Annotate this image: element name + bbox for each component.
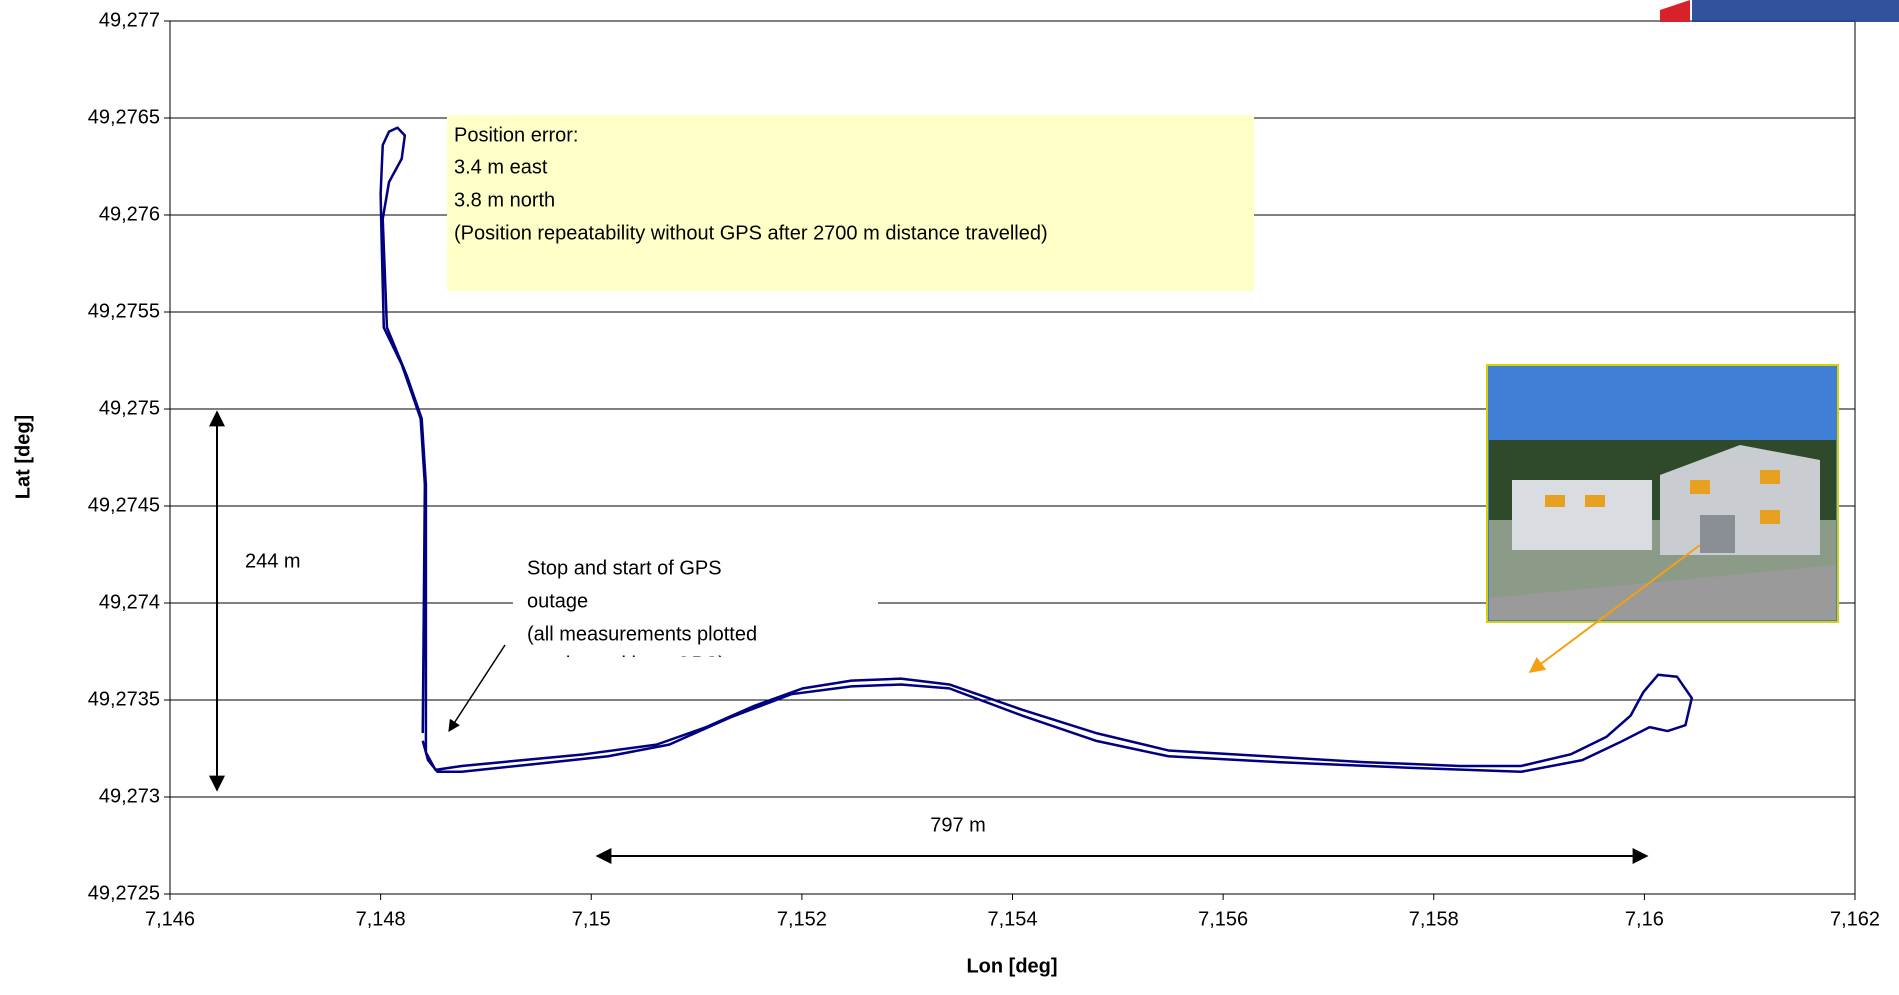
note-text: (all measurements plotted (527, 623, 757, 645)
x-tick-label: 7,15 (572, 908, 611, 930)
y-tick-label: 49,2725 (88, 882, 160, 904)
note-text: (Position repeatability without GPS afte… (454, 222, 1048, 244)
y-tick-label: 49,275 (99, 397, 160, 419)
y-tick-label: 49,274 (99, 591, 160, 613)
x-tick-label: 7,162 (1830, 908, 1880, 930)
y-axis-title: Lat [deg] (12, 415, 34, 499)
photo-arrow (1528, 544, 1701, 673)
y-tick-label: 49,277 (99, 9, 160, 31)
note-text: Stop and start of GPS (527, 557, 722, 579)
y-tick-label: 49,2755 (88, 300, 160, 322)
distance-label: 244 m (245, 550, 301, 572)
distance-label: 797 m (930, 814, 986, 836)
x-tick-label: 7,152 (777, 908, 827, 930)
note-text: overlays without GPS) (527, 653, 725, 675)
y-tick-label: 49,273 (99, 785, 160, 807)
y-tick-label: 49,2765 (88, 106, 160, 128)
x-tick-label: 7,16 (1625, 908, 1664, 930)
x-tick-label: 7,148 (356, 908, 406, 930)
note-arrow (448, 644, 506, 733)
y-tick-label: 49,276 (99, 203, 160, 225)
note-text: 3.8 m north (454, 189, 555, 211)
note-text: Position error: (454, 124, 579, 146)
x-tick-label: 7,156 (1198, 908, 1248, 930)
logo (1660, 0, 1690, 22)
x-tick-label: 7,154 (987, 908, 1037, 930)
photo (1486, 364, 1839, 623)
y-tick-label: 49,2745 (88, 494, 160, 516)
y-tick-label: 49,2735 (88, 688, 160, 710)
marks (379, 126, 1694, 774)
note-background (513, 546, 878, 656)
note-box (447, 115, 1254, 291)
x-tick-label: 7,146 (145, 908, 195, 930)
x-tick-label: 7,158 (1409, 908, 1459, 930)
track-line (379, 126, 1694, 774)
note-text: 3.4 m east (454, 156, 548, 178)
logo (1692, 0, 1899, 22)
x-axis-title: Lon [deg] (966, 955, 1057, 977)
note-text: outage (527, 590, 588, 612)
ticks: 49,2725 49,273 49,2735 49,274 49,2745 49,275 4… (88, 9, 1880, 930)
